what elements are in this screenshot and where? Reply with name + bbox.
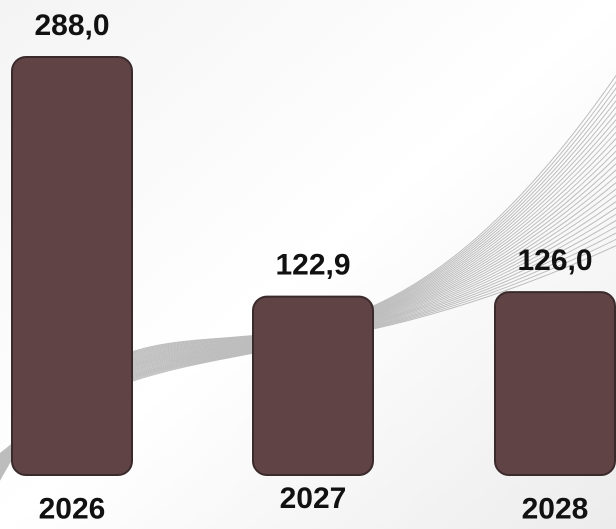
- bar: [252, 295, 374, 476]
- data-label: 126,0: [517, 244, 592, 277]
- bar: [494, 291, 616, 476]
- bar: [11, 56, 133, 476]
- category-label: 2026: [39, 493, 106, 526]
- category-label: 2027: [280, 482, 347, 515]
- data-label: 122,9: [275, 249, 350, 282]
- category-label: 2028: [522, 493, 589, 526]
- data-label: 288,0: [34, 9, 109, 42]
